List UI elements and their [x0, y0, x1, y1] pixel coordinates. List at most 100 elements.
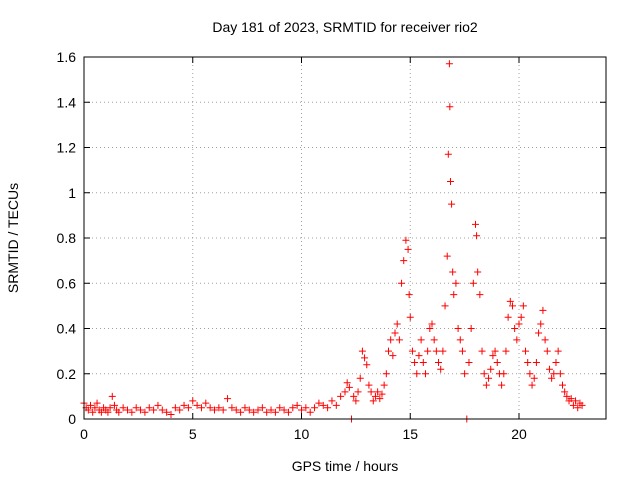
data-point	[539, 306, 547, 314]
data-point	[197, 404, 205, 412]
y-axis-label: SRMTID / TECUs	[5, 183, 21, 293]
data-point	[176, 406, 184, 414]
data-point	[408, 347, 416, 355]
data-point	[402, 236, 410, 244]
data-point	[563, 392, 571, 400]
data-point	[395, 336, 403, 344]
data-point	[250, 408, 258, 416]
data-point	[550, 370, 558, 378]
data-point	[535, 329, 543, 337]
data-point	[404, 245, 412, 253]
y-tick-label: 0.4	[57, 321, 77, 337]
data-point	[417, 336, 425, 344]
data-point	[97, 408, 105, 416]
data-point	[556, 370, 564, 378]
data-point	[450, 291, 458, 299]
data-point	[524, 358, 532, 366]
data-point	[428, 320, 436, 328]
data-point	[232, 406, 240, 414]
data-point	[337, 392, 345, 400]
data-point	[400, 257, 408, 265]
data-point	[545, 365, 553, 373]
data-point	[449, 268, 457, 276]
data-point	[454, 325, 462, 332]
data-point	[487, 365, 495, 373]
data-point	[302, 404, 310, 412]
data-point	[482, 381, 490, 389]
data-point	[132, 404, 140, 412]
data-point	[128, 408, 136, 416]
data-point	[341, 388, 349, 396]
data-point	[124, 406, 131, 414]
data-point	[572, 397, 580, 405]
data-point	[543, 347, 551, 355]
data-point	[493, 358, 501, 366]
data-point	[215, 404, 223, 412]
data-point	[473, 232, 481, 240]
data-point	[376, 395, 384, 403]
data-point	[405, 291, 413, 299]
data-point	[446, 177, 454, 185]
data-point	[267, 406, 275, 414]
data-point	[352, 397, 360, 405]
data-point	[108, 392, 116, 400]
data-point	[345, 383, 353, 391]
data-point	[411, 358, 419, 366]
data-point	[93, 399, 101, 407]
data-point	[354, 388, 362, 396]
data-point	[522, 347, 530, 355]
data-point	[452, 279, 460, 287]
data-point	[374, 388, 382, 396]
data-point	[467, 325, 475, 332]
data-point	[432, 347, 440, 355]
data-point	[254, 406, 262, 414]
data-point	[528, 381, 536, 389]
data-point	[328, 397, 336, 405]
data-point	[519, 302, 527, 310]
data-point	[419, 358, 427, 366]
data-point	[202, 399, 210, 407]
x-tick-label: 5	[189, 426, 197, 442]
data-point	[365, 381, 373, 389]
data-point	[502, 347, 510, 355]
data-point	[87, 401, 95, 409]
x-tick-label: 15	[402, 426, 418, 442]
data-point	[219, 406, 227, 414]
data-point	[485, 374, 493, 382]
data-point	[430, 336, 438, 344]
data-point	[458, 347, 466, 355]
data-point	[443, 252, 451, 260]
data-point	[472, 220, 479, 228]
data-point	[167, 410, 175, 418]
data-point	[387, 336, 395, 344]
data-points	[80, 60, 586, 423]
data-point	[506, 297, 514, 305]
data-point	[280, 406, 288, 414]
data-point	[515, 320, 523, 328]
y-tick-label: 1.2	[57, 140, 77, 156]
x-tick-label: 20	[511, 426, 527, 442]
data-point	[448, 200, 456, 208]
data-point	[271, 408, 279, 416]
data-point	[237, 408, 245, 416]
data-point	[559, 381, 566, 389]
data-point	[461, 370, 469, 378]
data-point	[548, 374, 556, 382]
data-point	[498, 381, 506, 389]
data-point	[356, 374, 364, 382]
data-point	[180, 401, 188, 409]
data-point	[435, 358, 443, 366]
y-tick-label: 0.6	[57, 275, 77, 291]
y-tick-label: 1.6	[57, 49, 77, 65]
data-point	[406, 313, 414, 321]
data-point	[289, 404, 297, 412]
data-point	[537, 320, 545, 328]
data-point	[193, 401, 201, 409]
data-point	[319, 401, 327, 409]
data-point	[567, 395, 575, 403]
plot-frame	[83, 56, 607, 420]
data-point	[343, 379, 351, 387]
data-point	[276, 404, 284, 412]
data-point	[91, 404, 99, 412]
